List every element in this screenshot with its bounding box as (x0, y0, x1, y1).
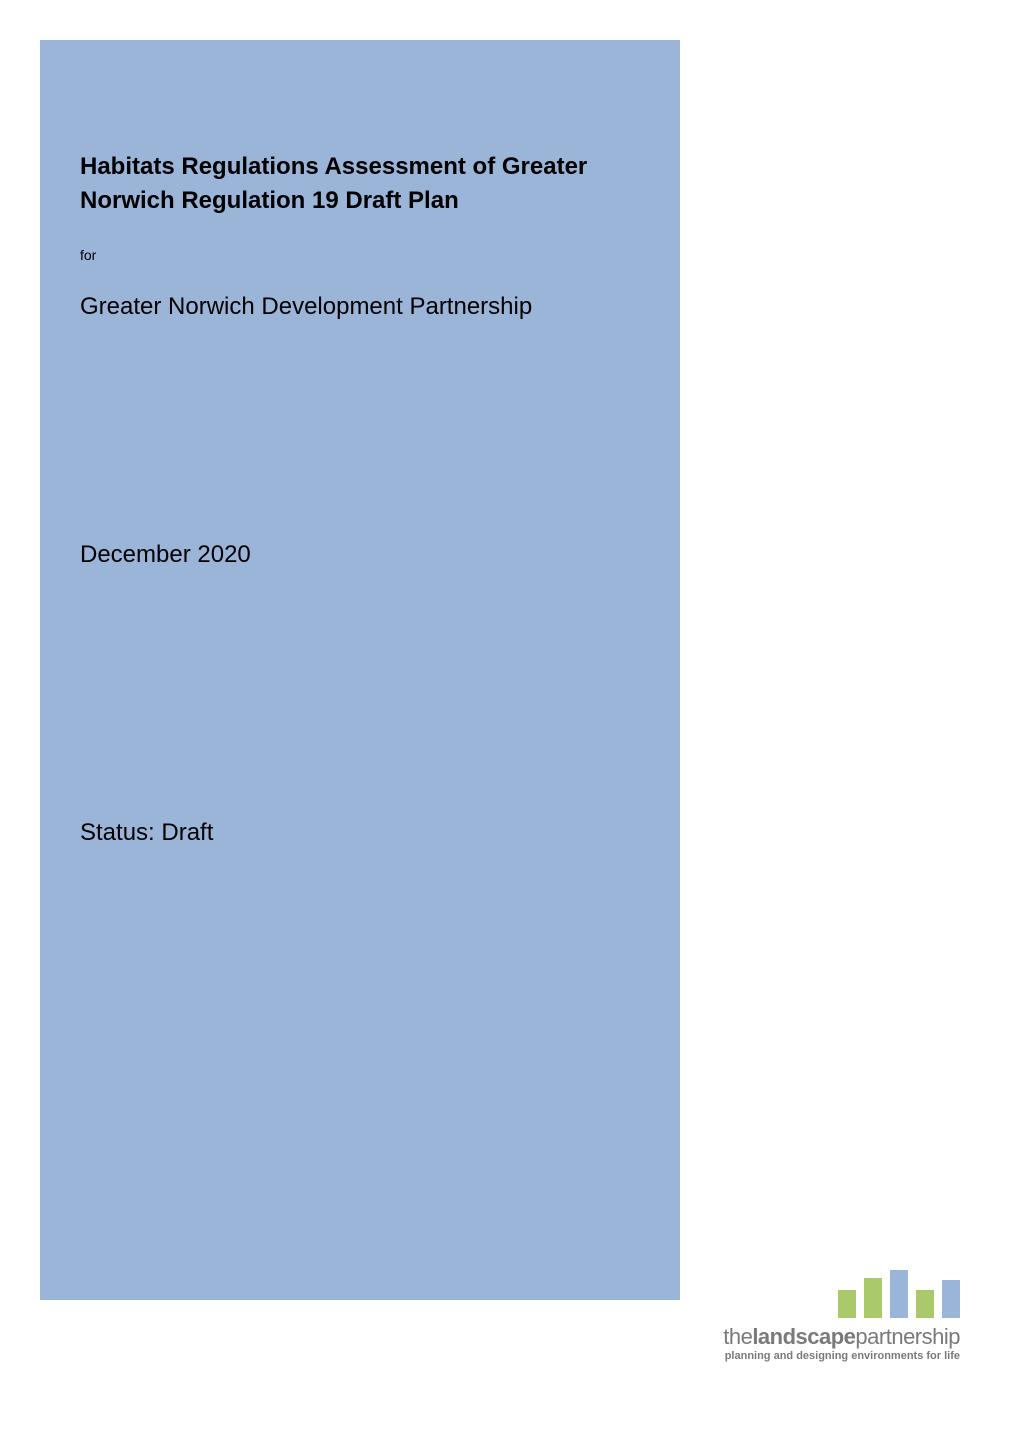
logo-stripe (916, 1290, 934, 1318)
logo-stripe (864, 1278, 882, 1318)
company-logo: thelandscapepartnership planning and des… (723, 1258, 960, 1362)
logo-stripe (890, 1270, 908, 1318)
logo-stripe (942, 1280, 960, 1318)
for-label: for (80, 247, 640, 263)
logo-text: thelandscapepartnership (723, 1324, 960, 1350)
document-date: December 2020 (80, 541, 640, 569)
logo-word-the: the (723, 1324, 752, 1349)
organization-name: Greater Norwich Development Partnership (80, 293, 640, 321)
logo-word-landscape: landscape (752, 1324, 855, 1349)
document-title: Habitats Regulations Assessment of Great… (80, 150, 640, 217)
logo-tagline: planning and designing environments for … (725, 1350, 960, 1362)
cover-panel: Habitats Regulations Assessment of Great… (40, 40, 680, 1300)
document-status: Status: Draft (80, 819, 640, 847)
logo-word-partnership: partnership (855, 1324, 960, 1349)
logo-stripe (838, 1290, 856, 1318)
logo-stripes-icon (838, 1258, 960, 1318)
